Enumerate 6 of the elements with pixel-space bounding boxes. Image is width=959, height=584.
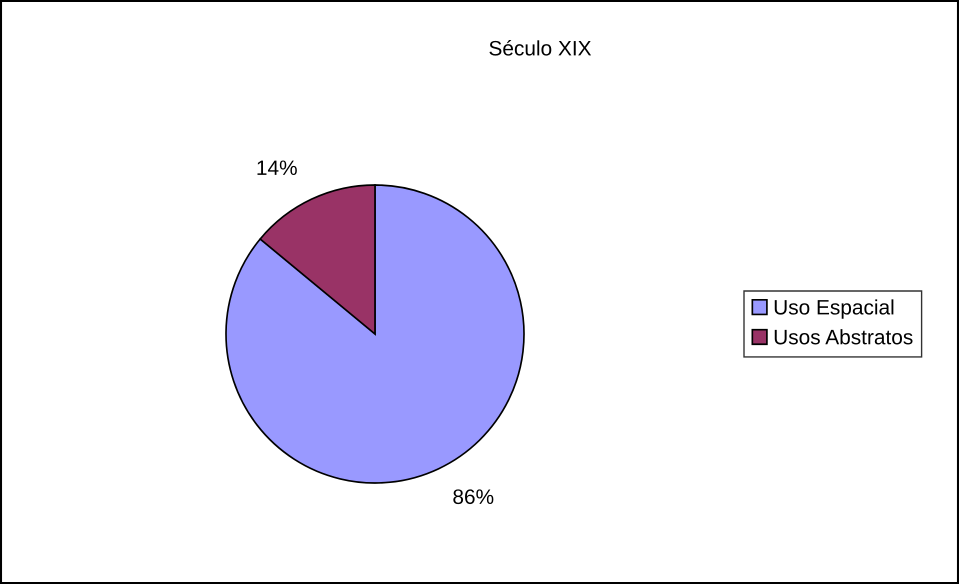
data-label: 86%: [453, 489, 494, 504]
legend-label: Usos Abstratos: [774, 329, 913, 344]
legend-label: Uso Espacial: [774, 299, 894, 319]
chart-title: Século XIX: [489, 40, 592, 56]
pie-slice: [225, 184, 525, 484]
data-label: 14%: [257, 160, 297, 176]
